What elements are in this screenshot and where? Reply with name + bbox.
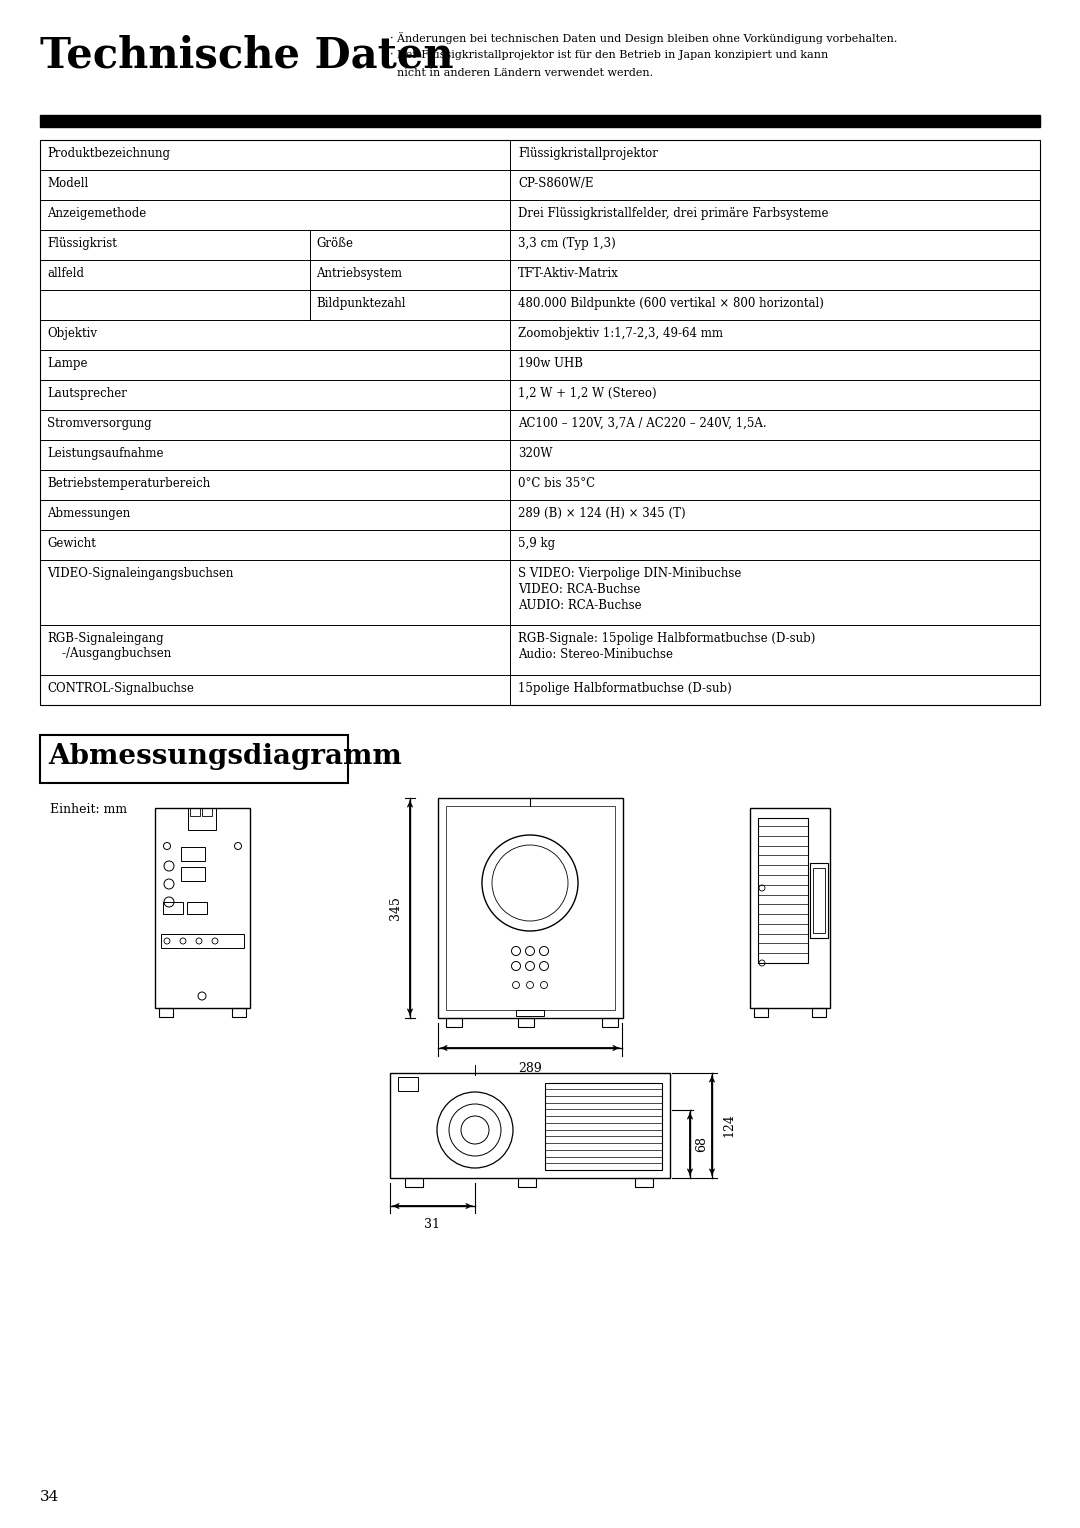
Text: · Der Flüssigkristallprojektor ist für den Betrieb in Japan konzipiert und kann: · Der Flüssigkristallprojektor ist für d… bbox=[390, 50, 828, 60]
Text: VIDEO: RCA-Buchse: VIDEO: RCA-Buchse bbox=[518, 584, 640, 596]
Text: Betriebstemperaturbereich: Betriebstemperaturbereich bbox=[48, 477, 211, 490]
Bar bbox=[399, 1077, 418, 1091]
Text: 31: 31 bbox=[424, 1218, 440, 1232]
Text: Abmessungsdiagramm: Abmessungsdiagramm bbox=[48, 743, 402, 770]
Bar bbox=[518, 1018, 534, 1027]
Text: Modell: Modell bbox=[48, 177, 89, 189]
Text: Technische Daten: Technische Daten bbox=[40, 35, 454, 76]
Bar bbox=[446, 805, 615, 1010]
Text: · Änderungen bei technischen Daten und Design bleiben ohne Vorkündigung vorbehal: · Änderungen bei technischen Daten und D… bbox=[390, 32, 897, 44]
Text: Abmessungen: Abmessungen bbox=[48, 507, 131, 520]
Text: Drei Flüssigkristallfelder, drei primäre Farbsysteme: Drei Flüssigkristallfelder, drei primäre… bbox=[518, 206, 828, 220]
Bar bbox=[518, 1178, 536, 1187]
Text: AC100 – 120V, 3,7A / AC220 – 240V, 1,5A.: AC100 – 120V, 3,7A / AC220 – 240V, 1,5A. bbox=[518, 417, 767, 429]
Text: Antriebsystem: Antriebsystem bbox=[316, 267, 402, 280]
Text: Flüssigkristallprojektor: Flüssigkristallprojektor bbox=[518, 147, 658, 160]
Text: 480.000 Bildpunkte (600 vertikal × 800 horizontal): 480.000 Bildpunkte (600 vertikal × 800 h… bbox=[518, 296, 824, 310]
Text: 190w UHB: 190w UHB bbox=[518, 358, 583, 370]
Bar bbox=[438, 798, 623, 1018]
Bar bbox=[161, 934, 244, 947]
Text: Audio: Stereo-Minibuchse: Audio: Stereo-Minibuchse bbox=[518, 648, 673, 662]
Bar bbox=[516, 1010, 544, 1016]
Bar bbox=[602, 1018, 618, 1027]
Text: 0°C bis 35°C: 0°C bis 35°C bbox=[518, 477, 595, 490]
Bar bbox=[202, 808, 212, 816]
Text: Bildpunktezahl: Bildpunktezahl bbox=[316, 296, 405, 310]
Text: 1,2 W + 1,2 W (Stereo): 1,2 W + 1,2 W (Stereo) bbox=[518, 387, 657, 400]
Text: Einheit: mm: Einheit: mm bbox=[50, 804, 127, 816]
Bar bbox=[232, 1008, 246, 1018]
Text: AUDIO: RCA-Buchse: AUDIO: RCA-Buchse bbox=[518, 599, 642, 613]
Text: Anzeigemethode: Anzeigemethode bbox=[48, 206, 146, 220]
Bar bbox=[190, 808, 200, 816]
Bar bbox=[156, 808, 249, 1008]
Text: 3,3 cm (Typ 1,3): 3,3 cm (Typ 1,3) bbox=[518, 237, 616, 251]
Bar bbox=[181, 847, 205, 860]
Text: RGB-Signaleingang: RGB-Signaleingang bbox=[48, 633, 164, 645]
Text: Zoomobjektiv 1:1,7-2,3, 49-64 mm: Zoomobjektiv 1:1,7-2,3, 49-64 mm bbox=[518, 327, 723, 341]
Bar bbox=[545, 1083, 662, 1170]
Text: TFT-Aktiv-Matrix: TFT-Aktiv-Matrix bbox=[518, 267, 619, 280]
Text: Gewicht: Gewicht bbox=[48, 536, 96, 550]
Bar bbox=[812, 1008, 826, 1018]
Bar bbox=[758, 817, 808, 963]
Bar bbox=[159, 1008, 173, 1018]
Bar bbox=[40, 141, 1040, 704]
Bar bbox=[187, 902, 207, 914]
Text: Größe: Größe bbox=[316, 237, 353, 251]
Bar bbox=[181, 866, 205, 882]
Bar bbox=[390, 1073, 670, 1178]
Text: 345: 345 bbox=[389, 895, 402, 920]
Text: RGB-Signale: 15polige Halbformatbuchse (D-sub): RGB-Signale: 15polige Halbformatbuchse (… bbox=[518, 633, 815, 645]
Text: Flüssigkrist: Flüssigkrist bbox=[48, 237, 117, 251]
Text: 320W: 320W bbox=[518, 448, 553, 460]
Text: 289: 289 bbox=[518, 1062, 542, 1076]
Bar bbox=[40, 735, 348, 782]
Text: Stromversorgung: Stromversorgung bbox=[48, 417, 151, 429]
Text: S VIDEO: Vierpolige DIN-Minibuchse: S VIDEO: Vierpolige DIN-Minibuchse bbox=[518, 567, 741, 581]
Bar bbox=[810, 863, 828, 938]
Text: Lampe: Lampe bbox=[48, 358, 87, 370]
Text: Lautsprecher: Lautsprecher bbox=[48, 387, 126, 400]
Text: 15polige Halbformatbuchse (D-sub): 15polige Halbformatbuchse (D-sub) bbox=[518, 681, 732, 695]
Text: allfeld: allfeld bbox=[48, 267, 84, 280]
Text: VIDEO-Signaleingangsbuchsen: VIDEO-Signaleingangsbuchsen bbox=[48, 567, 233, 581]
Text: CONTROL-Signalbuchse: CONTROL-Signalbuchse bbox=[48, 681, 194, 695]
Text: 68: 68 bbox=[696, 1135, 708, 1152]
Text: Produktbezeichnung: Produktbezeichnung bbox=[48, 147, 170, 160]
Bar bbox=[750, 808, 831, 1008]
Text: 289 (B) × 124 (H) × 345 (T): 289 (B) × 124 (H) × 345 (T) bbox=[518, 507, 686, 520]
Text: -/Ausgangbuchsen: -/Ausgangbuchsen bbox=[48, 646, 172, 660]
Bar bbox=[754, 1008, 768, 1018]
Bar bbox=[635, 1178, 653, 1187]
Bar bbox=[813, 868, 825, 934]
Text: nicht in anderen Ländern verwendet werden.: nicht in anderen Ländern verwendet werde… bbox=[390, 69, 653, 78]
Text: 5,9 kg: 5,9 kg bbox=[518, 536, 555, 550]
Text: 124: 124 bbox=[723, 1112, 735, 1137]
Text: Leistungsaufnahme: Leistungsaufnahme bbox=[48, 448, 163, 460]
Bar bbox=[188, 808, 216, 830]
Bar bbox=[405, 1178, 423, 1187]
Text: Objektiv: Objektiv bbox=[48, 327, 97, 341]
Bar bbox=[163, 902, 183, 914]
Bar bbox=[446, 1018, 462, 1027]
Text: 34: 34 bbox=[40, 1490, 59, 1504]
Bar bbox=[40, 115, 1040, 127]
Text: CP-S860W/E: CP-S860W/E bbox=[518, 177, 594, 189]
